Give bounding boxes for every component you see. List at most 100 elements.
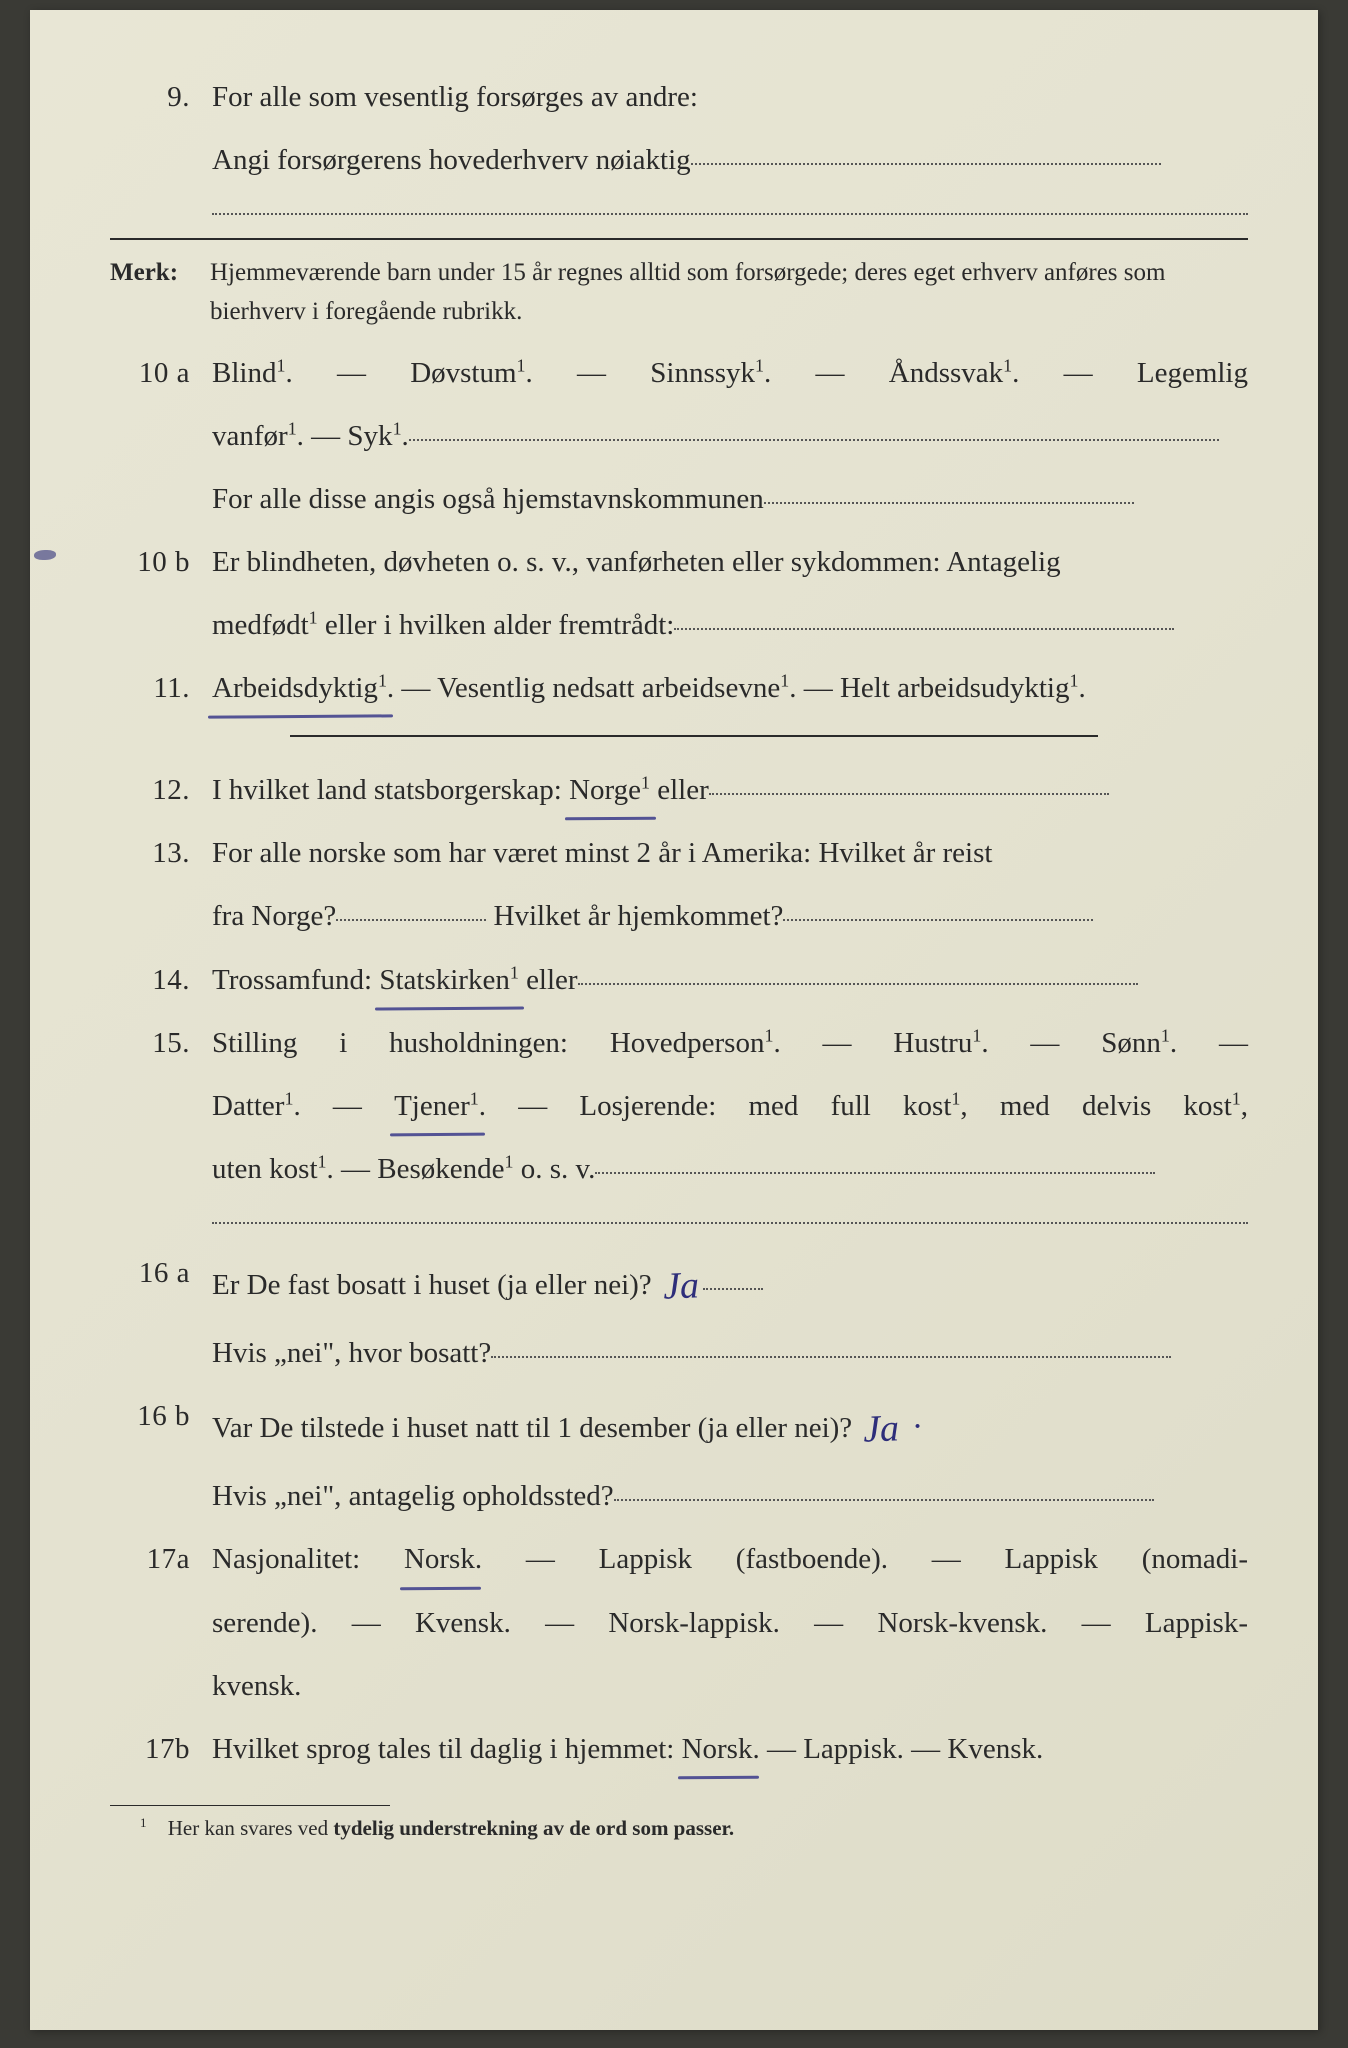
q10a-line1: Blind1. — Døvstum1. — Sinnssyk1. — Åndss… — [212, 346, 1248, 401]
fill-line[interactable] — [674, 602, 1174, 630]
q16a-l1-text: Er De fast bosatt i huset (ja eller nei)… — [212, 1269, 652, 1301]
q16b-l2-text: Hvis „nei", antagelig opholdssted? — [212, 1480, 614, 1512]
q17a-line2: serende). — Kvensk. — Norsk-lappisk. — N… — [212, 1596, 1248, 1651]
question-12: 12. I hvilket land statsborgerskap: Norg… — [110, 763, 1248, 818]
q10a-number: 10 a — [110, 346, 212, 401]
fill-line[interactable] — [336, 893, 486, 921]
footnote-bold: tydelig understrekning av de ord som pas… — [333, 1816, 734, 1840]
q15-underlined-tjener: Tjener1 — [394, 1079, 479, 1134]
question-17a: 17a Nasjonalitet: Norsk. — Lappisk (fast… — [110, 1532, 1248, 1587]
q17b-underlined-norsk: Norsk — [682, 1722, 753, 1777]
fill-line[interactable] — [491, 1330, 1171, 1358]
question-9: 9. For alle som vesentlig forsørges av a… — [110, 70, 1248, 125]
q17b-body: Hvilket sprog tales til daglig i hjemmet… — [212, 1722, 1248, 1777]
q12-post: eller — [650, 774, 709, 806]
q17a-post1: . — Lappisk (fastboende). — Lappisk (nom… — [475, 1543, 1248, 1575]
q9-number: 9. — [110, 70, 212, 125]
q14-underlined-statskirken: Statskirken1 — [379, 953, 518, 1008]
fill-line[interactable] — [764, 476, 1134, 504]
question-17b: 17b Hvilket sprog tales til daglig i hje… — [110, 1722, 1248, 1777]
q10b-number: 10 b — [110, 535, 212, 590]
q16b-line2: Hvis „nei", antagelig opholdssted? — [212, 1469, 1248, 1524]
ink-mark — [34, 550, 56, 560]
q17a-underlined-norsk: Norsk — [404, 1532, 475, 1587]
question-11: 11. Arbeidsdyktig1. — Vesentlig nedsatt … — [110, 661, 1248, 716]
fill-line[interactable] — [703, 1262, 763, 1290]
merk-text: Hjemmeværende barn under 15 år regnes al… — [210, 254, 1248, 332]
q16a-number: 16 a — [110, 1246, 212, 1301]
fill-line[interactable] — [595, 1146, 1155, 1174]
q11-rest: . — Vesentlig nedsatt arbeidsevne1. — He… — [387, 672, 1086, 704]
q14-pre: Trossamfund: — [212, 964, 379, 996]
merk-note: Merk: Hjemmeværende barn under 15 år reg… — [110, 254, 1248, 332]
q9-line2: Angi forsørgerens hovederhverv nøiaktig — [212, 133, 1248, 188]
q10a-line2-text: vanfør1. — Syk1. — [212, 420, 409, 452]
q16b-l1-text: Var De tilstede i huset natt til 1 desem… — [212, 1412, 852, 1444]
q15-line3: uten kost1. — Besøkende1 o. s. v. — [212, 1142, 1248, 1197]
q15-l2b: . — Losjerende: med full kost1, med delv… — [479, 1090, 1248, 1122]
divider — [290, 734, 1098, 737]
q17b-number: 17b — [110, 1722, 212, 1777]
question-16b: 16 b Var De tilstede i huset natt til 1 … — [110, 1389, 1248, 1461]
fill-line[interactable] — [578, 956, 1138, 984]
q16a-handwritten-answer: Ja — [662, 1249, 700, 1322]
q13-number: 13. — [110, 826, 212, 881]
question-14: 14. Trossamfund: Statskirken1 eller — [110, 953, 1248, 1008]
q16a-l2-text: Hvis „nei", hvor bosatt? — [212, 1337, 491, 1369]
fill-line[interactable] — [709, 767, 1109, 795]
fill-line[interactable] — [783, 893, 1093, 921]
footnote: 1 Her kan svares ved tydelig understrekn… — [140, 1816, 1248, 1841]
q11-underlined-arbeidsdyktig: Arbeidsdyktig1 — [212, 661, 387, 716]
q10b-line2-text: medfødt1 eller i hvilken alder fremtrådt… — [212, 609, 674, 641]
footnote-mark: 1 — [140, 1815, 147, 1830]
question-10a: 10 a Blind1. — Døvstum1. — Sinnssyk1. — … — [110, 346, 1248, 401]
q16b-number: 16 b — [110, 1389, 212, 1444]
q13-l2a: fra Norge? — [212, 900, 336, 932]
fill-line[interactable] — [691, 137, 1161, 165]
q15-line1: Stilling i husholdningen: Hovedperson1. … — [212, 1016, 1248, 1071]
q14-post: eller — [519, 964, 578, 996]
footnote-pre: Her kan svares ved — [168, 1816, 334, 1840]
q10a-line2: vanfør1. — Syk1. — [212, 409, 1248, 464]
q16a-line2: Hvis „nei", hvor bosatt? — [212, 1326, 1248, 1381]
q16a-line1: Er De fast bosatt i huset (ja eller nei)… — [212, 1246, 1248, 1318]
q17a-line3: kvensk. — [212, 1659, 1248, 1714]
q15-l3a: uten kost1. — Besøkende1 o. s. v. — [212, 1153, 595, 1185]
q17b-post: . — Lappisk. — Kvensk. — [752, 1733, 1043, 1765]
question-15: 15. Stilling i husholdningen: Hovedperso… — [110, 1016, 1248, 1071]
q14-number: 14. — [110, 953, 212, 1008]
fill-line-full[interactable] — [212, 1221, 1248, 1224]
q12-number: 12. — [110, 763, 212, 818]
q14-body: Trossamfund: Statskirken1 eller — [212, 953, 1248, 1008]
q15-l2a: Datter1. — — [212, 1090, 394, 1122]
question-16a: 16 a Er De fast bosatt i huset (ja eller… — [110, 1246, 1248, 1318]
question-13: 13. For alle norske som har været minst … — [110, 826, 1248, 881]
q12-pre: I hvilket land statsborgerskap: — [212, 774, 569, 806]
q12-body: I hvilket land statsborgerskap: Norge1 e… — [212, 763, 1248, 818]
q15-line2: Datter1. — Tjener1. — Losjerende: med fu… — [212, 1079, 1248, 1134]
q9-line1: For alle som vesentlig forsørges av andr… — [212, 70, 1248, 125]
q13-l2b: Hvilket år hjemkommet? — [494, 900, 784, 932]
question-10b: 10 b Er blindheten, døvheten o. s. v., v… — [110, 535, 1248, 590]
q17a-line1: Nasjonalitet: Norsk. — Lappisk (fastboen… — [212, 1532, 1248, 1587]
q10a-line3-text: For alle disse angis også hjemstavnskomm… — [212, 483, 764, 515]
merk-label: Merk: — [110, 254, 210, 332]
fill-line-full[interactable] — [212, 212, 1248, 215]
q16b-line1: Var De tilstede i huset natt til 1 desem… — [212, 1389, 1248, 1461]
q11-number: 11. — [110, 661, 212, 716]
q17a-pre: Nasjonalitet: — [212, 1543, 404, 1575]
q16b-handwritten-answer: Ja — [862, 1393, 900, 1466]
q13-line2: fra Norge? Hvilket år hjemkommet? — [212, 889, 1248, 944]
q12-underlined-norge: Norge1 — [569, 763, 650, 818]
q11-body: Arbeidsdyktig1. — Vesentlig nedsatt arbe… — [212, 661, 1248, 716]
q10b-line2: medfødt1 eller i hvilken alder fremtrådt… — [212, 598, 1248, 653]
fill-line[interactable] — [614, 1473, 1154, 1501]
q17b-pre: Hvilket sprog tales til daglig i hjemmet… — [212, 1733, 682, 1765]
period-mark: · — [903, 1408, 923, 1445]
q13-line1: For alle norske som har været minst 2 år… — [212, 826, 1248, 881]
q15-number: 15. — [110, 1016, 212, 1071]
q10a-line3: For alle disse angis også hjemstavnskomm… — [212, 472, 1248, 527]
fill-line[interactable] — [409, 413, 1219, 441]
q17a-number: 17a — [110, 1532, 212, 1587]
q10b-line1: Er blindheten, døvheten o. s. v., vanfør… — [212, 535, 1248, 590]
